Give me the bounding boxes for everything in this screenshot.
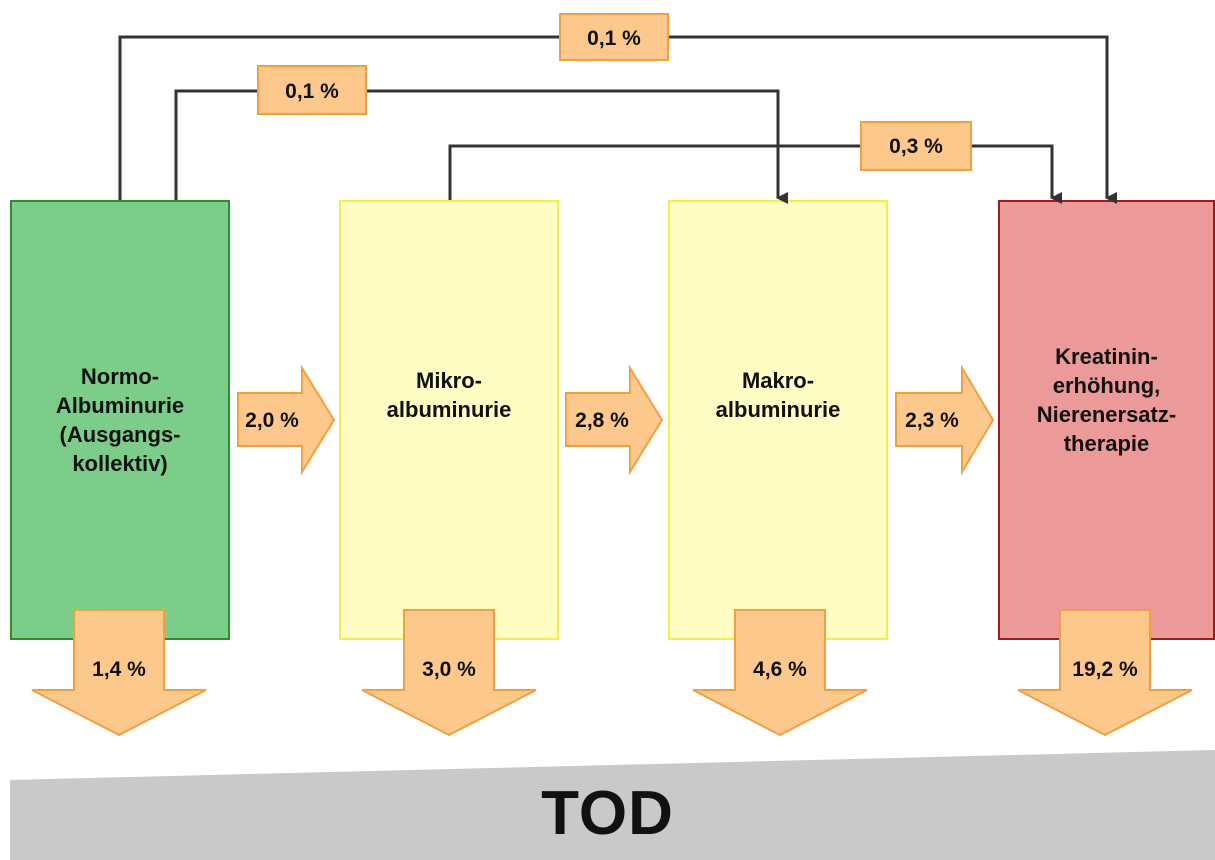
- label-normo-to-kreat: 0,1 %: [559, 13, 669, 61]
- label-mikro-to-kreat-text: 0,3 %: [889, 135, 943, 158]
- connector-mikro-to-kreat: [448, 144, 1062, 204]
- label-mikro-to-kreat: 0,3 %: [860, 121, 972, 171]
- arrow-mikro-to-tod-label: 3,0 %: [422, 658, 476, 681]
- arrow-normo-to-tod-label: 1,4 %: [92, 658, 146, 681]
- arrow-mikro-to-tod: 3,0 %: [361, 609, 537, 737]
- stage-kreatininerhoehung-label: Kreatinin- erhöhung, Nierenersatz- thera…: [1036, 344, 1177, 456]
- arrow-mikro-to-makro-label: 2,8 %: [575, 409, 629, 432]
- arrow-normo-to-mikro-label: 2,0 %: [245, 409, 299, 432]
- arrow-makro-to-tod-label: 4,6 %: [753, 658, 807, 681]
- arrow-kreat-to-tod: 19,2 %: [1017, 609, 1193, 737]
- stage-mikroalbuminurie: Mikro- albuminurie: [339, 200, 559, 640]
- arrow-makro-to-kreat: 2,3 %: [895, 364, 995, 476]
- arrow-normo-to-tod: 1,4 %: [31, 609, 207, 737]
- label-normo-to-kreat-text: 0,1 %: [587, 27, 641, 50]
- stage-normoalbuminurie: Normo- Albuminurie (Ausgangs- kollektiv): [10, 200, 230, 640]
- stage-normoalbuminurie-label: Normo- Albuminurie (Ausgangs- kollektiv): [55, 364, 185, 476]
- tod-bar: [10, 750, 1215, 860]
- flow-diagram: 0,1 % 0,1 % 0,3 % 2,0 % 2,8 % 2,3 % 1,4 …: [31, 13, 1193, 737]
- arrow-makro-to-tod: 4,6 %: [692, 609, 868, 737]
- stage-mikroalbuminurie-label: Mikro- albuminurie: [386, 368, 512, 422]
- stage-kreatininerhoehung: Kreatinin- erhöhung, Nierenersatz- thera…: [998, 200, 1215, 640]
- arrow-normo-to-mikro: 2,0 %: [237, 364, 336, 476]
- arrow-kreat-to-tod-label: 19,2 %: [1072, 658, 1138, 681]
- stage-makroalbuminurie-label: Makro- albuminurie: [715, 368, 841, 422]
- connector-normo-to-kreat: [118, 35, 1117, 204]
- arrow-makro-to-kreat-label: 2,3 %: [905, 409, 959, 432]
- label-normo-to-makro-text: 0,1 %: [285, 80, 339, 103]
- arrow-mikro-to-makro: 2,8 %: [565, 364, 664, 476]
- tod-label: TOD: [541, 779, 674, 848]
- label-normo-to-makro: 0,1 %: [257, 65, 367, 115]
- stage-makroalbuminurie: Makro- albuminurie: [668, 200, 888, 640]
